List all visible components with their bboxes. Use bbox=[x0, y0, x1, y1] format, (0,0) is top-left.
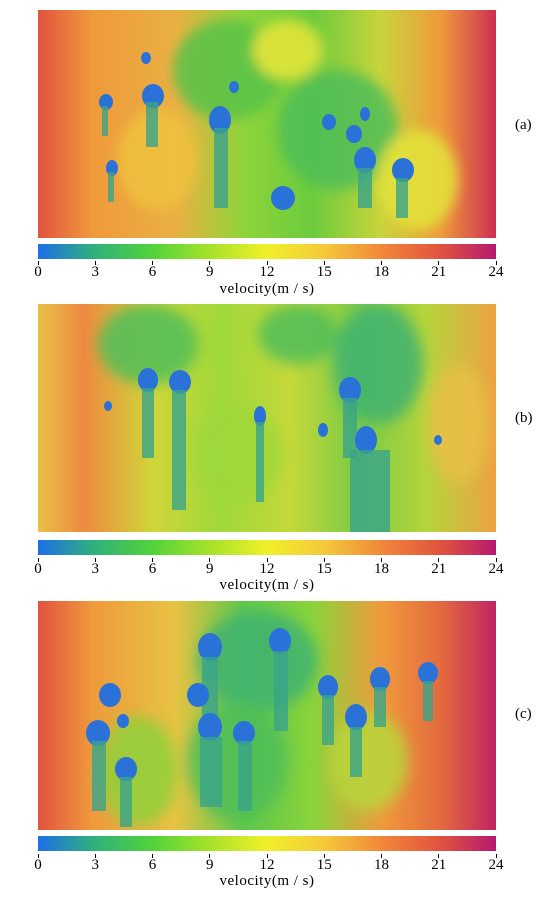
colorbar-tick-label: 12 bbox=[259, 561, 275, 577]
colorbar-ticks-b: 0 3 6 9 12 15 18 21 24 bbox=[34, 558, 504, 579]
colorbar-tick-label: 24 bbox=[488, 264, 504, 280]
colorbar-tick-mark bbox=[209, 854, 211, 858]
velocity-field-c-image bbox=[38, 601, 496, 830]
colorbar-tick-mark bbox=[152, 261, 153, 265]
panel-label-c: (c) bbox=[515, 706, 532, 722]
velocity-field-a-image bbox=[38, 10, 496, 238]
colorbar-tick-label: 3 bbox=[91, 264, 100, 280]
colorbar-tick-label: 12 bbox=[259, 264, 275, 280]
colorbar-tick-label: 21 bbox=[431, 264, 447, 280]
colorbar-gradient-a bbox=[38, 244, 496, 259]
colorbar-tick-label: 15 bbox=[316, 264, 332, 280]
vortex-wakes-b bbox=[104, 368, 442, 532]
colorbar-tick-label: 0 bbox=[34, 264, 42, 280]
colorbar-tick-mark bbox=[381, 261, 382, 265]
colorbar-tick-label: 9 bbox=[206, 264, 214, 280]
colorbar-b bbox=[38, 540, 496, 555]
colorbar-tick-mark bbox=[266, 261, 268, 265]
colorbar-tick-mark bbox=[323, 261, 325, 265]
colorbar-tick-label: 9 bbox=[206, 857, 214, 873]
colorbar-tick-label: 0 bbox=[34, 561, 42, 577]
colorbar-tick-mark bbox=[266, 854, 268, 858]
colorbar-tick-mark bbox=[94, 558, 96, 562]
colorbar-tick-label: 0 bbox=[34, 857, 42, 873]
colorbar-title-a: velocity(m / s) bbox=[219, 281, 315, 297]
colorbar-ticks-a: 0 3 6 9 12 15 18 21 24 bbox=[34, 261, 504, 282]
panel-label-a: (a) bbox=[515, 117, 532, 133]
colorbar-tick-label: 24 bbox=[488, 857, 504, 873]
colorbar-tick-label: 6 bbox=[148, 561, 157, 577]
velocity-field-a bbox=[38, 10, 496, 238]
colorbar-c bbox=[38, 836, 496, 851]
colorbar-tick-mark bbox=[37, 558, 39, 562]
colorbar-tick-label: 12 bbox=[259, 857, 275, 873]
colorbar-ticks-c: 0 3 6 9 12 15 18 21 24 bbox=[34, 854, 504, 875]
colorbar-tick-label: 18 bbox=[374, 561, 389, 577]
velocity-field-b-image bbox=[38, 304, 496, 532]
colorbar-tick-label: 15 bbox=[316, 561, 332, 577]
colorbar-a bbox=[38, 244, 496, 259]
colorbar-title-b: velocity(m / s) bbox=[219, 577, 315, 593]
colorbar-tick-label: 6 bbox=[148, 264, 157, 280]
colorbar-tick-mark bbox=[209, 261, 211, 265]
colorbar-tick-mark bbox=[94, 854, 96, 858]
colorbar-tick-mark bbox=[94, 261, 96, 265]
colorbar-gradient-c bbox=[38, 836, 496, 851]
colorbar-tick-label: 21 bbox=[431, 561, 447, 577]
colorbar-tick-mark bbox=[323, 854, 325, 858]
colorbar-tick-mark bbox=[438, 261, 440, 265]
colorbar-tick-label: 18 bbox=[374, 857, 389, 873]
vortex-wakes-c bbox=[86, 628, 438, 827]
colorbar-tick-mark bbox=[37, 261, 39, 265]
colorbar-tick-label: 3 bbox=[91, 561, 100, 577]
colorbar-tick-label: 24 bbox=[488, 561, 504, 577]
colorbar-tick-label: 15 bbox=[316, 857, 332, 873]
colorbar-title-c: velocity(m / s) bbox=[219, 873, 315, 889]
panel-label-b: (b) bbox=[515, 410, 533, 426]
colorbar-tick-label: 21 bbox=[431, 857, 447, 873]
colorbar-tick-mark bbox=[495, 261, 497, 265]
colorbar-tick-label: 18 bbox=[374, 264, 389, 280]
colorbar-tick-label: 6 bbox=[148, 857, 157, 873]
colorbar-tick-mark bbox=[438, 854, 440, 858]
colorbar-tick-label: 3 bbox=[91, 857, 100, 873]
velocity-field-c bbox=[38, 601, 496, 830]
colorbar-tick-mark bbox=[381, 558, 382, 562]
colorbar-tick-mark bbox=[381, 854, 382, 858]
colorbar-tick-mark bbox=[495, 558, 497, 562]
colorbar-tick-mark bbox=[152, 558, 153, 562]
colorbar-tick-mark bbox=[152, 854, 153, 858]
vortex-wakes-a bbox=[99, 52, 414, 218]
colorbar-tick-mark bbox=[323, 558, 325, 562]
colorbar-tick-mark bbox=[209, 558, 211, 562]
colorbar-gradient-b bbox=[38, 540, 496, 555]
colorbar-tick-mark bbox=[438, 558, 440, 562]
velocity-field-b bbox=[38, 304, 496, 532]
colorbar-tick-mark bbox=[37, 854, 39, 858]
colorbar-tick-label: 9 bbox=[206, 561, 214, 577]
colorbar-tick-mark bbox=[495, 854, 497, 858]
colorbar-tick-mark bbox=[266, 558, 268, 562]
